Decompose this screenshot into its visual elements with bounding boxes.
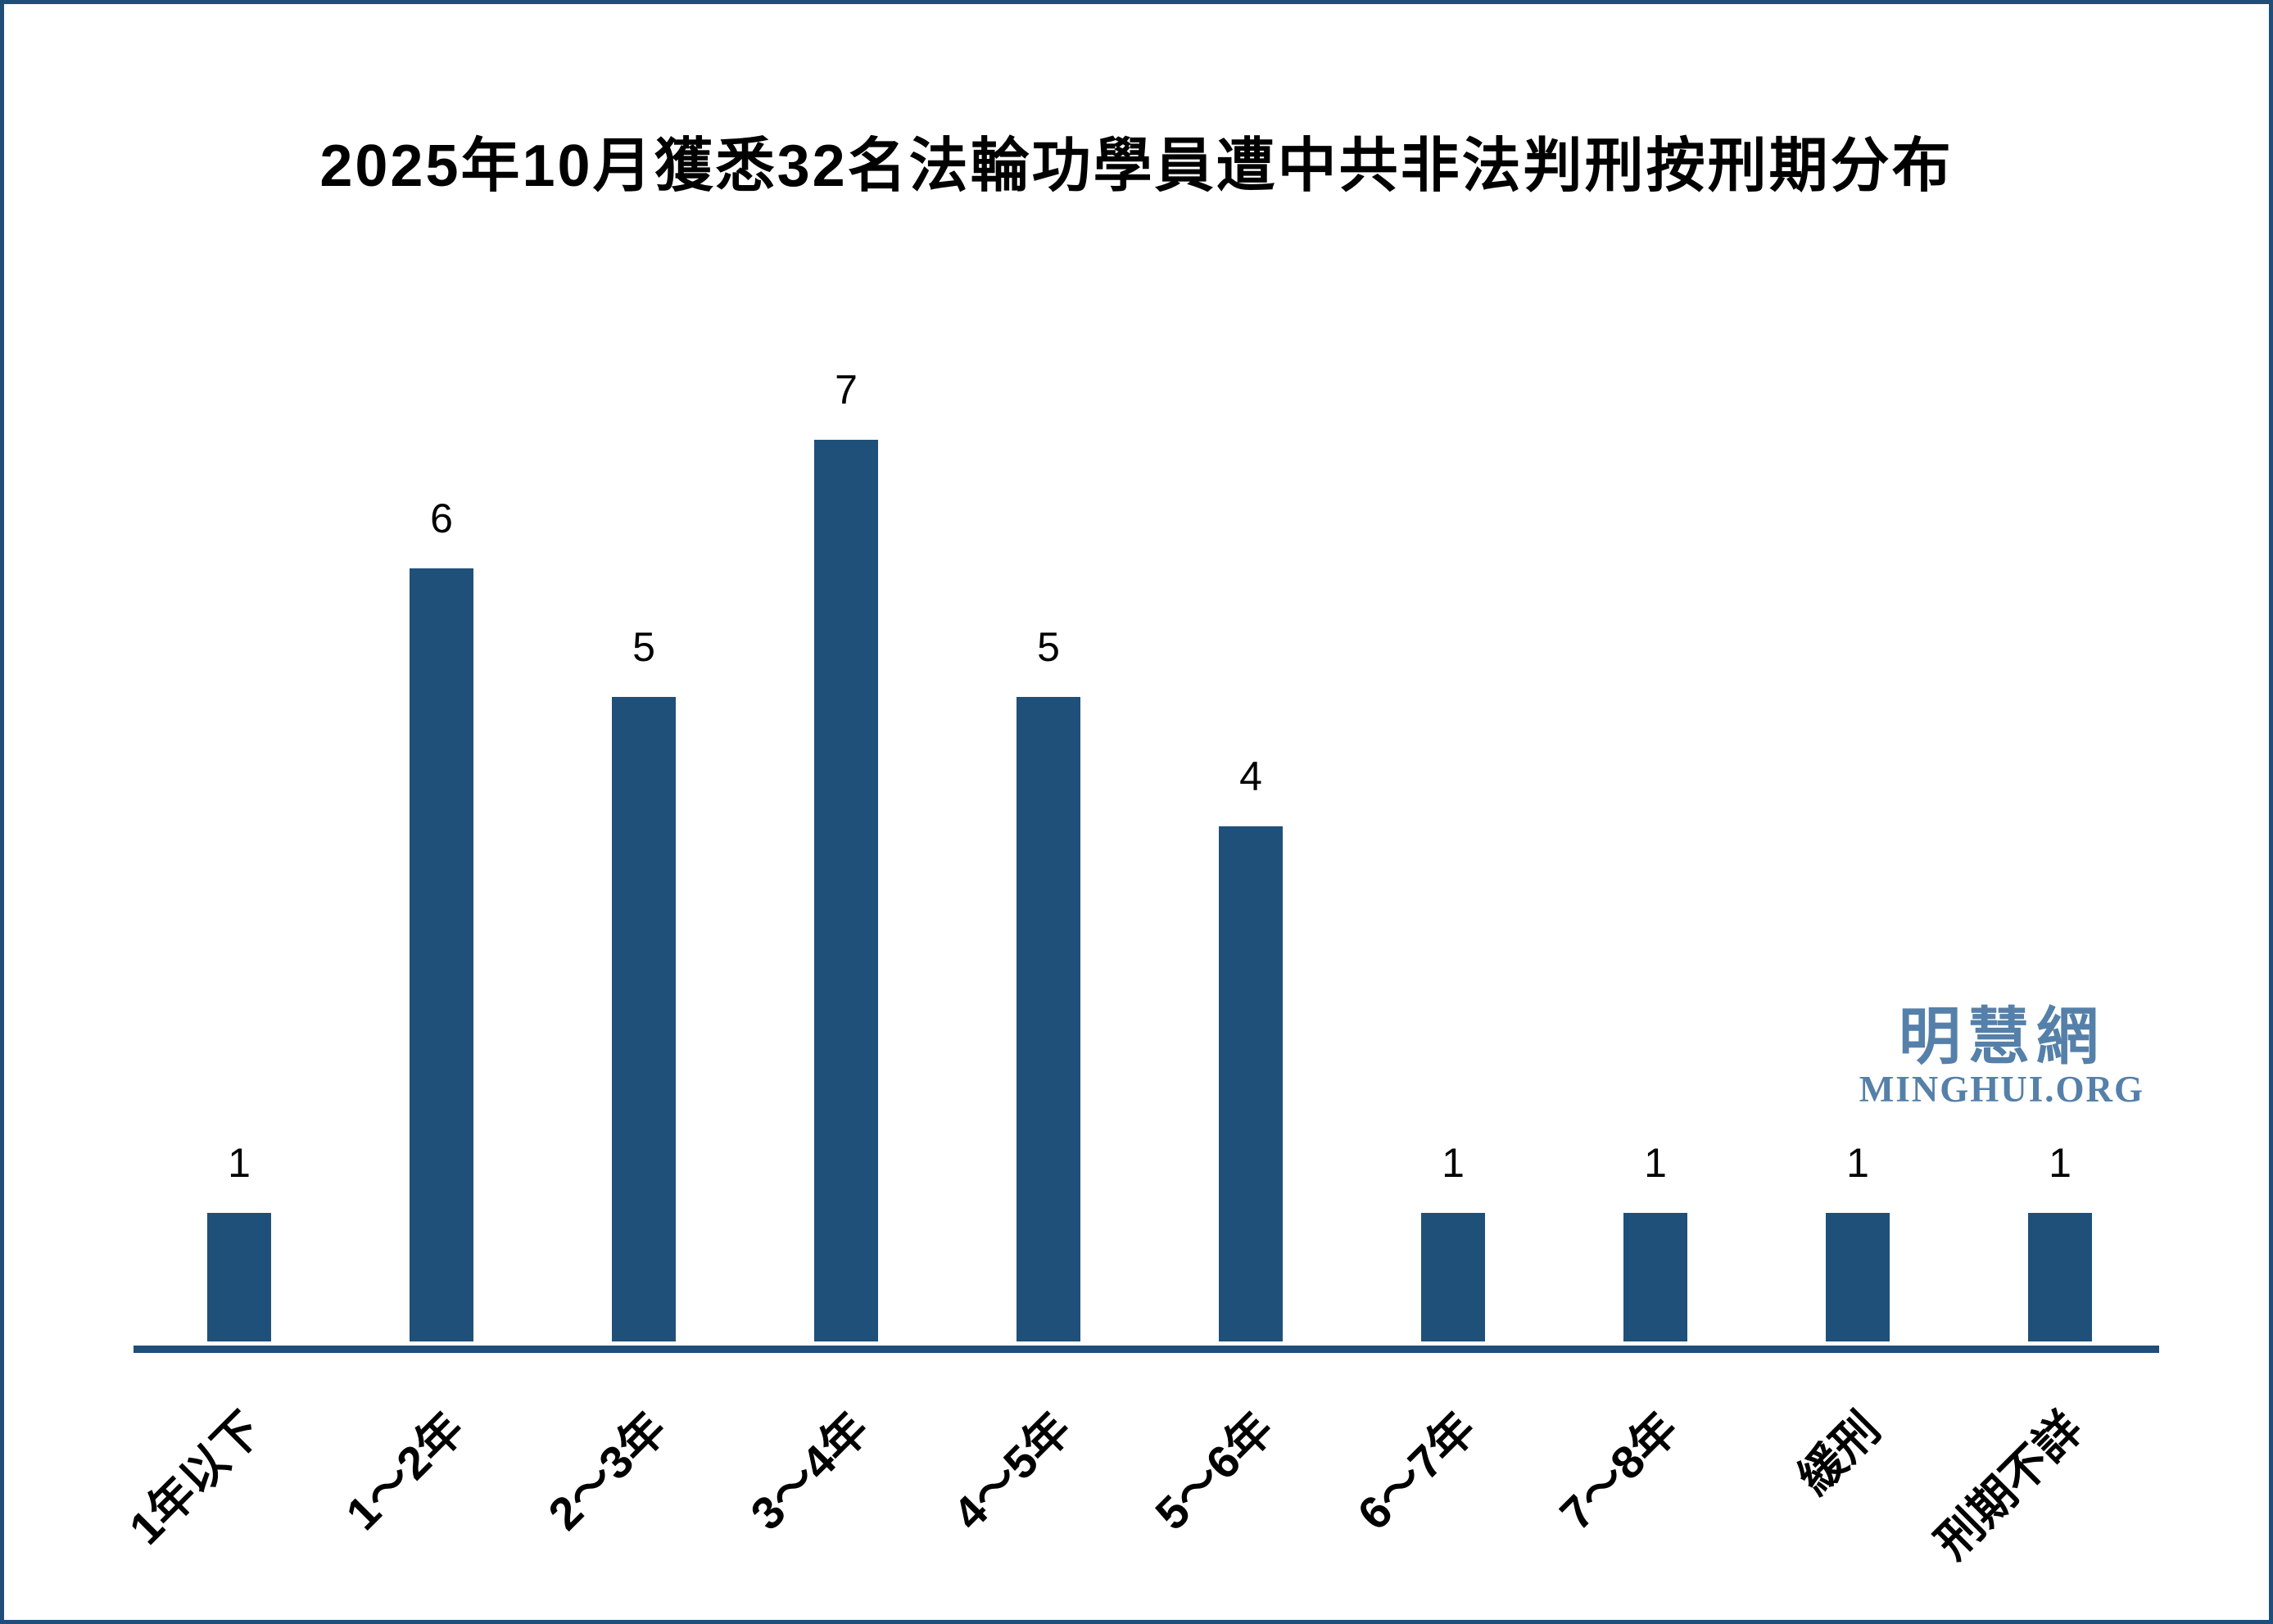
bar-value-label: 6: [430, 495, 453, 541]
x-axis-line: [134, 1346, 2159, 1353]
bar: [612, 697, 676, 1341]
x-tick-label: 刑期不詳: [1925, 1402, 2092, 1569]
x-tick-label: 1～2年: [335, 1402, 473, 1540]
bar: [207, 1213, 271, 1341]
bar: [1826, 1213, 1890, 1341]
x-tick-label: 6～7年: [1347, 1402, 1485, 1540]
bar: [2028, 1213, 2092, 1341]
bar-value-label: 5: [1037, 624, 1060, 670]
x-tick-label: 7～8年: [1549, 1402, 1687, 1540]
minghui-logo-latin: MINGHUI.ORG: [1859, 1068, 2144, 1110]
bar-value-label: 1: [1846, 1140, 1869, 1186]
bar-value-label: 1: [1644, 1140, 1667, 1186]
bar: [1017, 697, 1080, 1341]
bar: [814, 440, 878, 1341]
x-tick-label: 5～6年: [1144, 1402, 1283, 1540]
chart-title: 2025年10月獲悉32名法輪功學員遭中共非法判刑按刑期分布: [319, 133, 1954, 199]
bar-value-label: 7: [835, 367, 858, 413]
bar-value-label: 1: [1442, 1140, 1465, 1186]
x-tick-label: 1年以下: [119, 1402, 271, 1554]
x-tick-label: 3～4年: [740, 1402, 878, 1540]
bar: [1623, 1213, 1687, 1341]
bar: [410, 568, 473, 1341]
x-tick-label: 2～3年: [537, 1402, 676, 1540]
bar-value-label: 1: [228, 1140, 251, 1186]
x-tick-label: 緩刑: [1787, 1402, 1890, 1504]
minghui-watermark: 明慧網 MINGHUI.ORG: [1859, 1005, 2144, 1109]
bar: [1421, 1213, 1485, 1341]
bar-value-label: 1: [2049, 1140, 2072, 1186]
minghui-logo-cjk: 明慧網: [1898, 1002, 2105, 1072]
bar-value-label: 5: [632, 624, 655, 670]
bar-value-label: 4: [1239, 753, 1262, 799]
bar: [1219, 826, 1283, 1341]
x-tick-label: 4～5年: [942, 1402, 1080, 1540]
